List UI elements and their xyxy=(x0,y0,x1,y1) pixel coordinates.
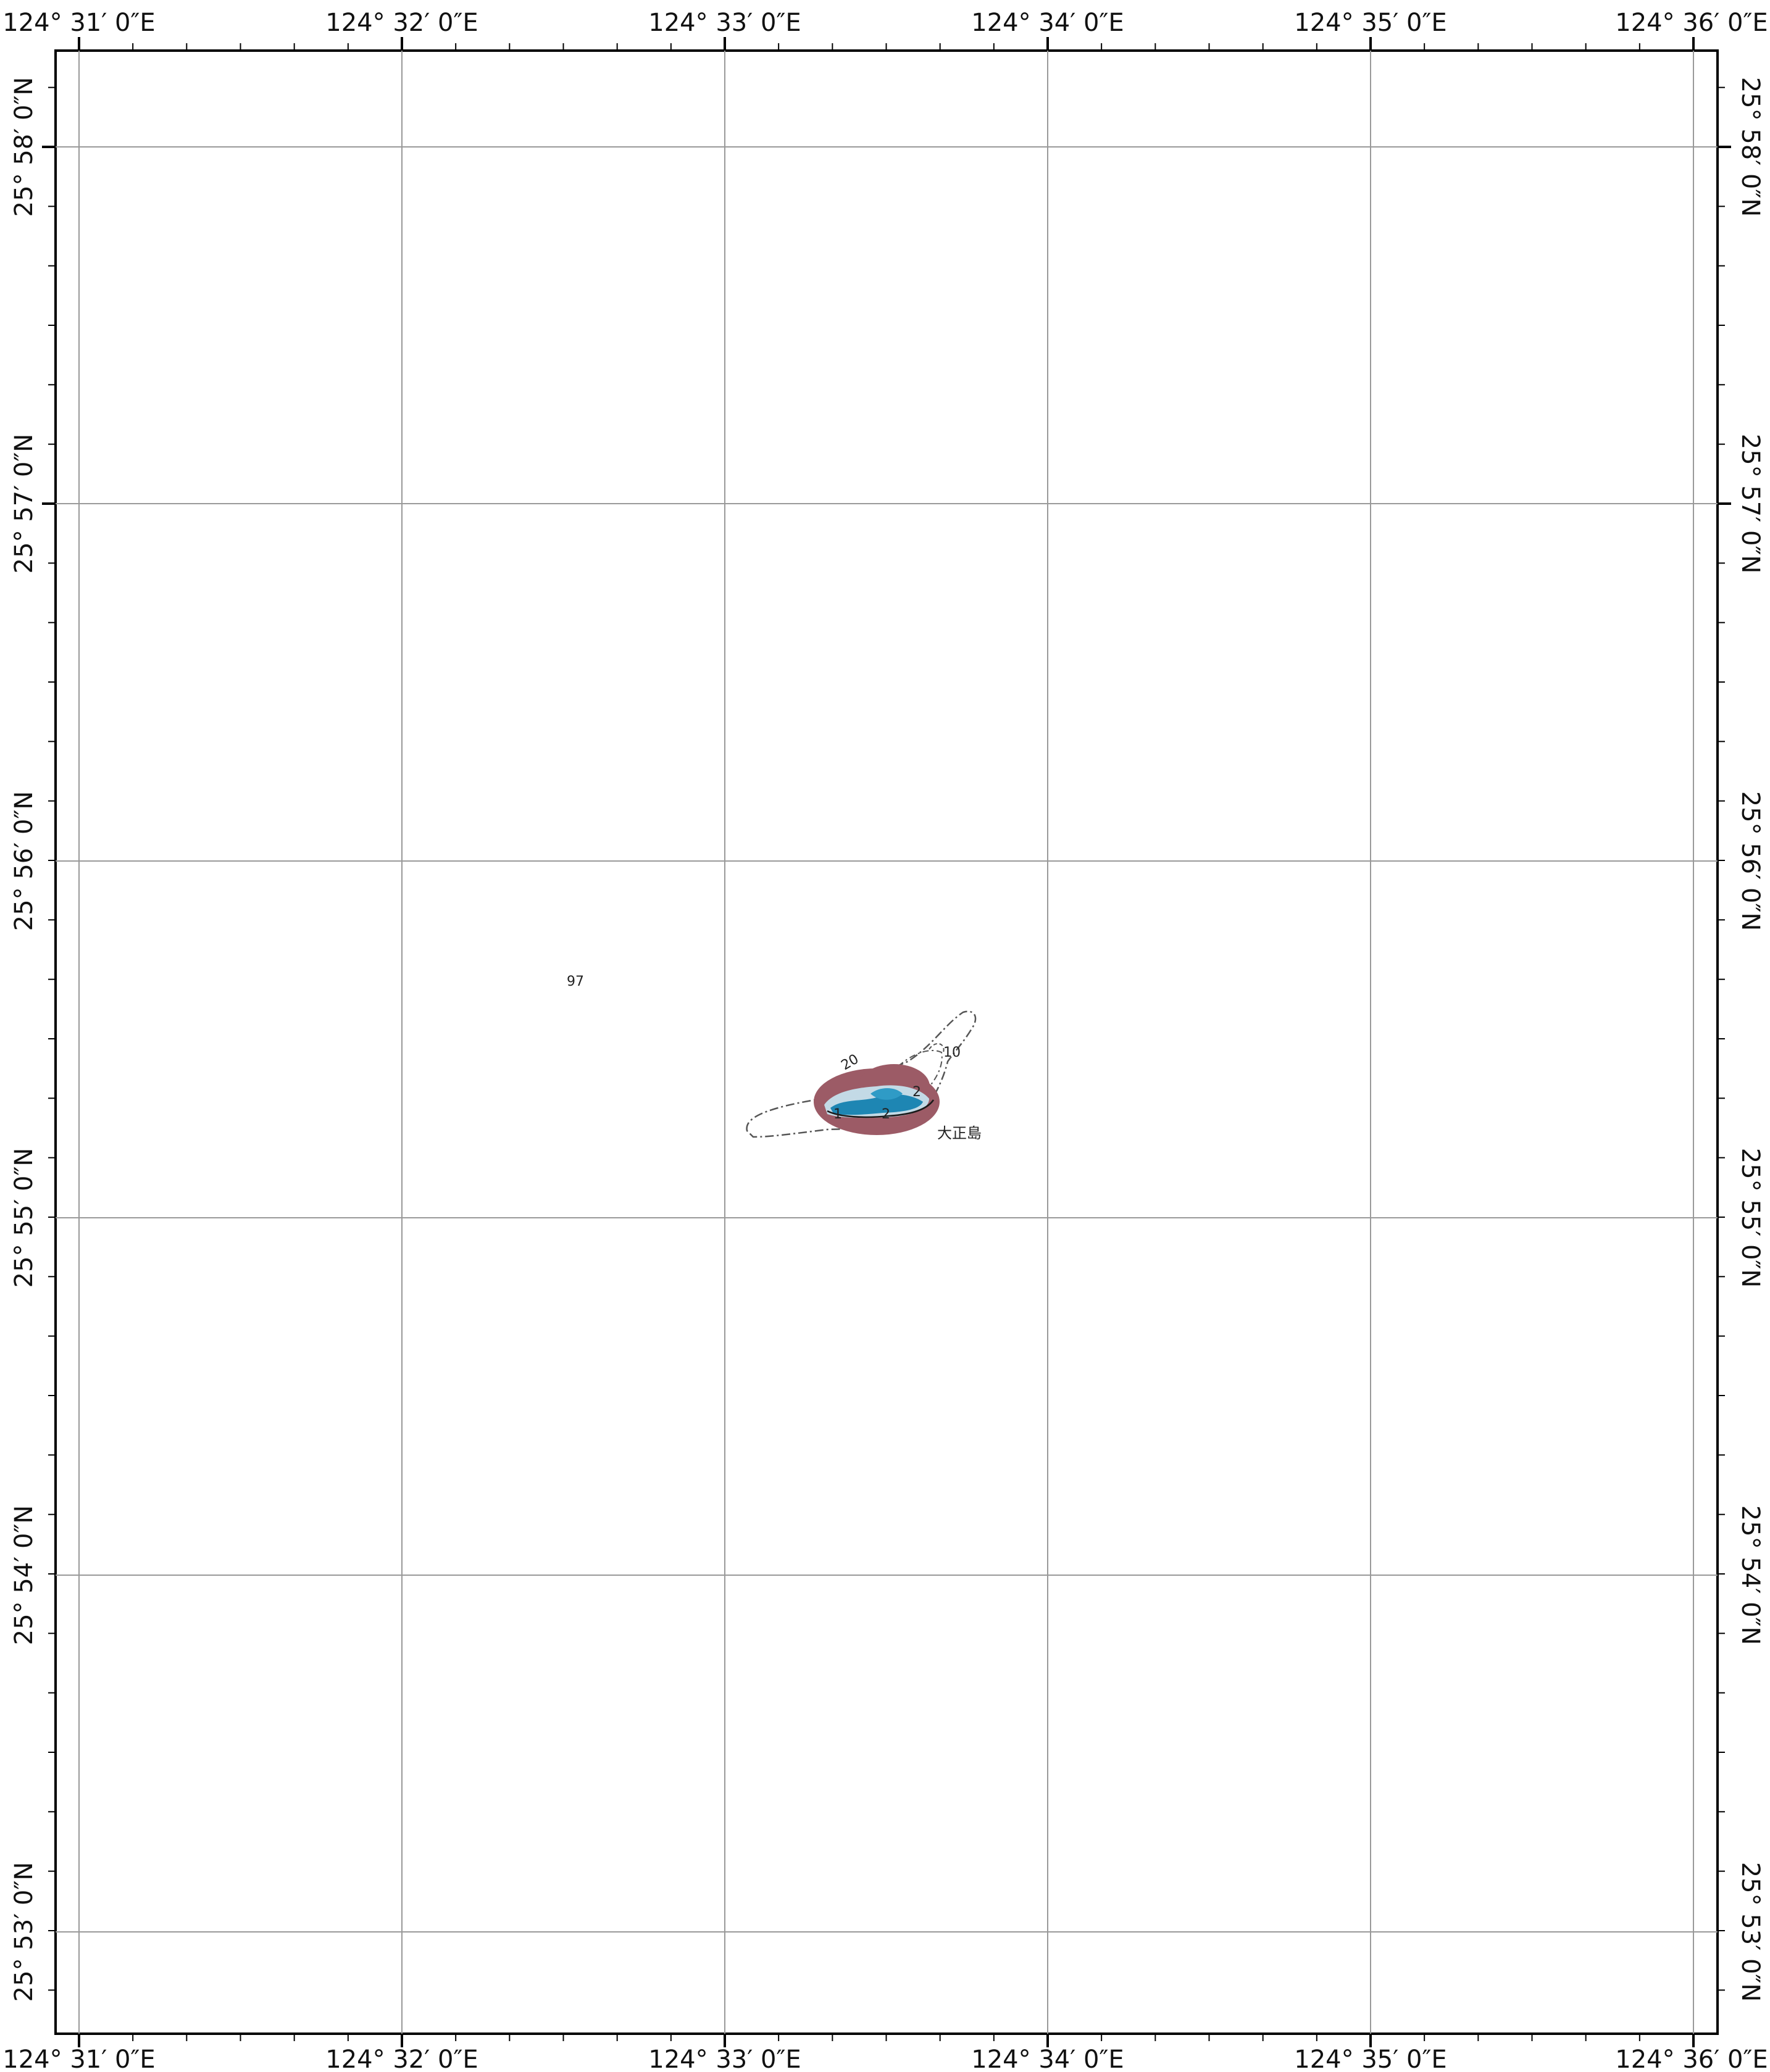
top-longitude-labels: 124° 31′ 0″E 124° 32′ 0″E 124° 33′ 0″E 1… xyxy=(2,9,1768,37)
lat-label-left: 25° 58′ 0″N xyxy=(10,77,38,217)
lat-label-right: 25° 53′ 0″N xyxy=(1736,1862,1764,2002)
lon-label-top: 124° 34′ 0″E xyxy=(971,9,1124,37)
island-highland xyxy=(870,1088,903,1100)
lat-label-left: 25° 57′ 0″N xyxy=(10,434,38,574)
lon-label-bottom: 124° 35′ 0″E xyxy=(1294,2045,1446,2072)
map-frame xyxy=(54,49,1719,2035)
lon-label-top: 124° 33′ 0″E xyxy=(648,9,801,37)
lat-label-left: 25° 54′ 0″N xyxy=(10,1505,38,1646)
lon-label-top: 124° 32′ 0″E xyxy=(325,9,478,37)
lat-label-right: 25° 58′ 0″N xyxy=(1736,77,1764,217)
lat-label-right: 25° 55′ 0″N xyxy=(1736,1148,1764,1288)
lat-label-right: 25° 56′ 0″N xyxy=(1736,791,1764,931)
lat-label-right: 25° 54′ 0″N xyxy=(1736,1505,1764,1646)
bottom-longitude-labels: 124° 31′ 0″E 124° 32′ 0″E 124° 33′ 0″E 1… xyxy=(2,2045,1768,2072)
lon-label-bottom: 124° 33′ 0″E xyxy=(648,2045,801,2072)
lon-label-bottom: 124° 36′ 0″E xyxy=(1615,2045,1768,2072)
lat-label-left: 25° 55′ 0″N xyxy=(10,1148,38,1288)
inner-contour xyxy=(888,1049,943,1096)
lon-label-bottom: 124° 32′ 0″E xyxy=(325,2045,478,2072)
frame-ticks xyxy=(42,37,1731,2047)
contour-label: 1 xyxy=(833,1107,842,1122)
lat-label-left: 25° 56′ 0″N xyxy=(10,791,38,931)
graticule xyxy=(56,51,1718,2034)
lon-label-top: 124° 36′ 0″E xyxy=(1615,9,1768,37)
lat-label-left: 25° 53′ 0″N xyxy=(10,1862,38,2002)
lon-label-bottom: 124° 31′ 0″E xyxy=(2,2045,155,2072)
lon-label-top: 124° 31′ 0″E xyxy=(2,9,155,37)
lon-label-top: 124° 35′ 0″E xyxy=(1294,9,1446,37)
taisho-island: 20 10 2 1 2 大正島 xyxy=(746,1010,982,1142)
coastline xyxy=(827,1099,935,1118)
island-body xyxy=(830,1094,923,1115)
lon-label-bottom: 124° 34′ 0″E xyxy=(971,2045,1124,2072)
inner-contour-2 xyxy=(929,1043,945,1053)
left-latitude-labels: 25° 58′ 0″N 25° 57′ 0″N 25° 56′ 0″N 25° … xyxy=(10,77,38,2002)
right-latitude-labels: 25° 58′ 0″N 25° 57′ 0″N 25° 56′ 0″N 25° … xyxy=(1736,77,1764,2002)
lat-label-right: 25° 57′ 0″N xyxy=(1736,434,1764,574)
contour-label: 10 xyxy=(943,1045,961,1060)
contour-label: 2 xyxy=(912,1084,921,1100)
contour-label: 2 xyxy=(882,1107,890,1122)
depth-sounding: 97 xyxy=(567,974,584,989)
place-name-taisho-island: 大正島 xyxy=(937,1125,982,1142)
